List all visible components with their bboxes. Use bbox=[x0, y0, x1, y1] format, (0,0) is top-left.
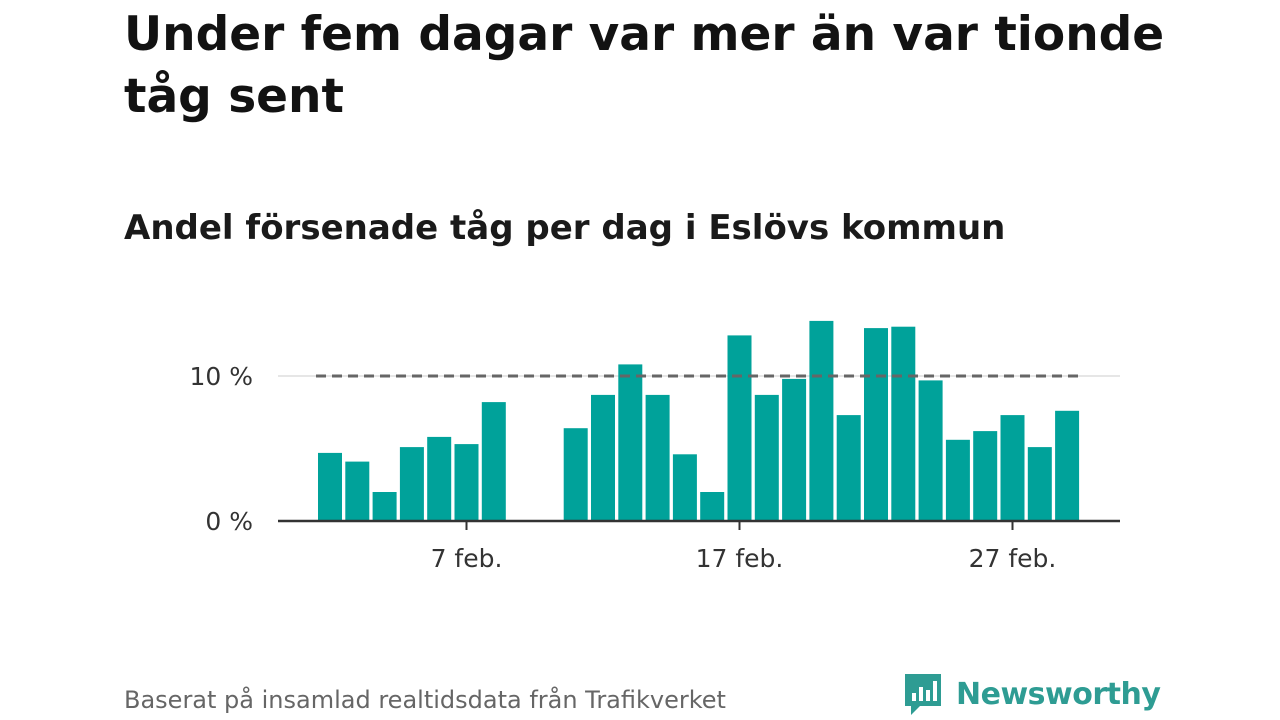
bar bbox=[1027, 447, 1052, 521]
bar bbox=[372, 492, 397, 521]
y-tick-label: 10 % bbox=[189, 362, 253, 391]
bar bbox=[1055, 410, 1080, 521]
bar bbox=[1000, 415, 1025, 521]
bar bbox=[973, 431, 998, 521]
bar bbox=[591, 394, 615, 521]
bar bbox=[318, 452, 342, 521]
bar bbox=[754, 394, 779, 521]
bar bbox=[645, 394, 670, 521]
newsworthy-logo-icon bbox=[905, 674, 941, 715]
chart-title: Under fem dagar var mer än var tionde tå… bbox=[124, 7, 1165, 124]
bar bbox=[809, 320, 834, 521]
bar bbox=[864, 328, 888, 521]
x-tick-label: 7 feb. bbox=[431, 544, 503, 573]
source-note: Baserat på insamlad realtidsdata från Tr… bbox=[124, 686, 726, 714]
bar bbox=[727, 335, 752, 521]
bar bbox=[481, 402, 506, 521]
bar bbox=[399, 447, 424, 521]
bar bbox=[454, 444, 479, 521]
bar bbox=[836, 415, 861, 521]
y-tick-label: 0 % bbox=[205, 507, 253, 536]
bar bbox=[945, 439, 970, 521]
chart-subtitle: Andel försenade tåg per dag i Eslövs kom… bbox=[124, 208, 1006, 248]
bar bbox=[672, 454, 697, 521]
bar bbox=[563, 428, 588, 521]
bar bbox=[782, 378, 807, 521]
brand-name: Newsworthy bbox=[956, 676, 1161, 712]
bar bbox=[918, 380, 943, 521]
bar bbox=[618, 364, 643, 521]
x-tick-label: 17 feb. bbox=[696, 544, 784, 573]
bar bbox=[700, 492, 725, 521]
bar bbox=[891, 326, 916, 521]
brand-logo: Newsworthy bbox=[902, 670, 1161, 718]
bar bbox=[427, 436, 452, 521]
bar bbox=[345, 461, 370, 521]
x-tick-label: 27 feb. bbox=[969, 544, 1057, 573]
